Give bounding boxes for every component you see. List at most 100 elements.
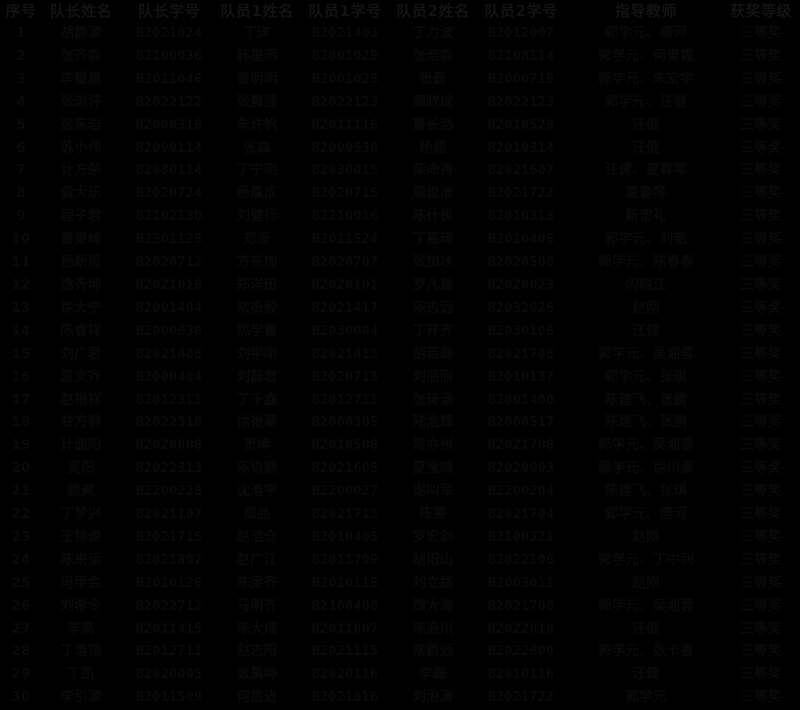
cell-leader-name: 陈来运 bbox=[60, 551, 102, 568]
cell-index: 19 bbox=[11, 437, 31, 454]
cell-member2-id: B2020003 bbox=[487, 460, 555, 477]
table-row: 26 刘希令 B2022712 马明齐 B2100408 魏大海 B2021708 郭学元、吴… bbox=[0, 595, 800, 618]
cell-leader-name: 张东岩 bbox=[60, 116, 102, 133]
cell-member1-id: B2021413 bbox=[311, 345, 379, 362]
table-body: 1 胡静源 B2021024 丁洋 B2021403 丁力波 B2012007 郭学元、唐河三… bbox=[0, 22, 800, 709]
cell-member2-name: 刘立路 bbox=[412, 574, 454, 591]
header-row: 序号 队长姓名 队长学号 队员1姓名 队员1学号 队员2姓名 队员2学号 指导教… bbox=[0, 0, 800, 22]
cell-member2-name: 丁力波 bbox=[412, 25, 454, 41]
cell-leader-id: B2021802 bbox=[135, 551, 203, 568]
cell-member2-id: B2021704 bbox=[487, 506, 555, 523]
cell-member2-name: 胡阳山 bbox=[412, 551, 454, 568]
table-row: 29 丁凯 B2020005 张晨坤 B2020116 李磊 B2010116 汪健 三等奖 bbox=[0, 663, 800, 686]
cell-index: 16 bbox=[11, 368, 31, 385]
cell-leader-name: 赖爽 bbox=[67, 483, 95, 500]
cell-leader-name: 程子君 bbox=[60, 208, 102, 225]
cell-award-level: 三等奖 bbox=[740, 47, 782, 64]
cell-leader-id: B2022313 bbox=[135, 460, 203, 477]
cell-leader-name: 李引源 bbox=[60, 689, 102, 706]
cell-index: 10 bbox=[11, 231, 31, 248]
cell-member1-name: 刘健行 bbox=[236, 208, 278, 225]
table-row: 6 苏小伟 B2090114 张森 B2000530 杨超 B2010314 汪健 三等奖 bbox=[0, 137, 800, 160]
cell-leader-name: 苏小伟 bbox=[60, 139, 102, 156]
cell-index: 4 bbox=[16, 93, 26, 110]
cell-member1-name: 陈锦鹏 bbox=[236, 460, 278, 477]
cell-index: 24 bbox=[11, 551, 31, 568]
cell-instructor: 赵刚 bbox=[632, 528, 660, 545]
cell-member1-id: B2030004 bbox=[311, 322, 379, 339]
cell-award-level: 三等奖 bbox=[740, 345, 782, 362]
cell-leader-id: B2011415 bbox=[135, 620, 203, 637]
cell-member2-name: 周政成 bbox=[412, 93, 454, 110]
cell-member2-id: B2022106 bbox=[487, 551, 555, 568]
cell-member2-id: B2100321 bbox=[487, 528, 555, 545]
cell-member1-id: B2210016 bbox=[311, 208, 379, 225]
cell-member1-id: B2020713 bbox=[311, 368, 379, 385]
table-row: 22 丁梦兴 B2021107 周品 B2021713 陈要 B2021704 郭学元、唐河 三… bbox=[0, 503, 800, 526]
cell-leader-name: 丁浩顶 bbox=[60, 643, 102, 660]
cell-member1-id: B2011807 bbox=[311, 620, 379, 637]
cell-index: 27 bbox=[11, 620, 31, 637]
cell-member2-name: 陈浪川 bbox=[412, 620, 454, 637]
cell-member1-id: B2021417 bbox=[311, 299, 379, 316]
cell-instructor: 郭学元、吴湘蓉 bbox=[598, 345, 694, 362]
column-header-leader-id: 队长学号 bbox=[137, 2, 200, 20]
cell-index: 5 bbox=[16, 116, 26, 133]
cell-leader-id: B2000404 bbox=[135, 368, 203, 385]
cell-leader-name: 陈睿祥 bbox=[60, 322, 102, 339]
cell-member2-name: 夏宝晴 bbox=[412, 460, 454, 477]
cell-index: 8 bbox=[16, 185, 26, 202]
cell-instructor: 郭学元、徐川豪 bbox=[598, 460, 694, 477]
cell-member1-id: B2020707 bbox=[311, 254, 379, 271]
cell-leader-name: 李耀晨 bbox=[60, 70, 102, 87]
table-row: 5 张东岩 B2000318 朱许帆 B2011116 曹长浩 B2010529 汪健 三等奖 bbox=[0, 114, 800, 137]
cell-instructor: 陈建飞、张鹏 bbox=[604, 414, 688, 431]
cell-instructor: 陈建飞、张琪 bbox=[604, 483, 688, 500]
cell-member2-name: 魏大海 bbox=[412, 597, 454, 614]
cell-member2-name: 张浩森 bbox=[412, 47, 454, 64]
table-row: 1 胡静源 B2021024 丁洋 B2021403 丁力波 B2012007 郭学元、唐河 三… bbox=[0, 22, 800, 45]
cell-member1-name: 郑洋田 bbox=[236, 276, 278, 293]
cell-member2-id: B2021722 bbox=[487, 689, 555, 706]
cell-member2-name: 胡若磊 bbox=[412, 345, 454, 362]
cell-leader-id: B2001404 bbox=[135, 299, 203, 316]
cell-award-level: 三等奖 bbox=[740, 574, 782, 591]
cell-member1-name: 赵志阳 bbox=[236, 643, 278, 660]
cell-member2-id: B2000517 bbox=[487, 414, 555, 431]
cell-member2-name: 丁开齐 bbox=[412, 322, 454, 339]
table-row: 18 甘方静 B2022310 徐後豪 B2000305 陆浩辉 B2000517 陈建飞、张… bbox=[0, 411, 800, 434]
cell-award-level: 三等奖 bbox=[740, 162, 782, 179]
cell-member2-id: B2021708 bbox=[487, 345, 555, 362]
table-row: 17 赵福祥 B2012311 丁千鑫 B2012711 张诗涵 B2001400 陈建飞、张… bbox=[0, 389, 800, 412]
table-row: 15 刘广君 B2021408 刘学刚 B2021413 胡若磊 B2021708 郭学元、吴… bbox=[0, 343, 800, 366]
cell-member2-name: 陈什良 bbox=[412, 208, 454, 225]
cell-member2-id: B2000719 bbox=[487, 70, 555, 87]
cell-instructor: 赵刚 bbox=[632, 299, 660, 316]
table-row: 11 杨新思 B2020712 方东加 B2020707 张加冰 B2020508 郭学元、陈… bbox=[0, 251, 800, 274]
cell-index: 23 bbox=[11, 528, 31, 545]
cell-leader-name: 冯甲会 bbox=[60, 574, 102, 591]
cell-index: 15 bbox=[11, 345, 31, 362]
cell-member2-id: B2020508 bbox=[487, 254, 555, 271]
cell-member2-id: B2022123 bbox=[487, 93, 555, 110]
cell-member1-name: 朱许帆 bbox=[236, 116, 278, 133]
table-row: 7 计方荣 B2080114 丁宁明 B2030015 柴命秀 B2021607 汪健、夏春琴… bbox=[0, 159, 800, 182]
cell-leader-id: B2021408 bbox=[135, 345, 203, 362]
cell-leader-id: B2090114 bbox=[135, 139, 203, 156]
table-row: 25 冯甲会 B2010126 陈梁齐 B2010118 刘立路 B2003011 赵刚 三等奖 bbox=[0, 572, 800, 595]
column-header-index: 序号 bbox=[5, 2, 37, 20]
cell-leader-name: 龚大乐 bbox=[60, 185, 102, 202]
cell-award-level: 三等奖 bbox=[740, 391, 782, 408]
cell-award-level: 三等奖 bbox=[740, 437, 782, 454]
cell-member1-name: 沈浩宇 bbox=[236, 483, 278, 500]
cell-member1-name: 丁洋 bbox=[243, 25, 271, 41]
cell-member2-name: 周俊淮 bbox=[412, 185, 454, 202]
cell-member1-name: 张晨坤 bbox=[236, 666, 278, 683]
table-header: 序号 队长姓名 队长学号 队员1姓名 队员1学号 队员2姓名 队员2学号 指导教… bbox=[0, 0, 800, 22]
cell-member2-id: B2022810 bbox=[487, 620, 555, 637]
cell-leader-id: B2000318 bbox=[135, 116, 203, 133]
cell-member2-name: 刘治涛 bbox=[412, 689, 454, 706]
cell-index: 17 bbox=[11, 391, 31, 408]
